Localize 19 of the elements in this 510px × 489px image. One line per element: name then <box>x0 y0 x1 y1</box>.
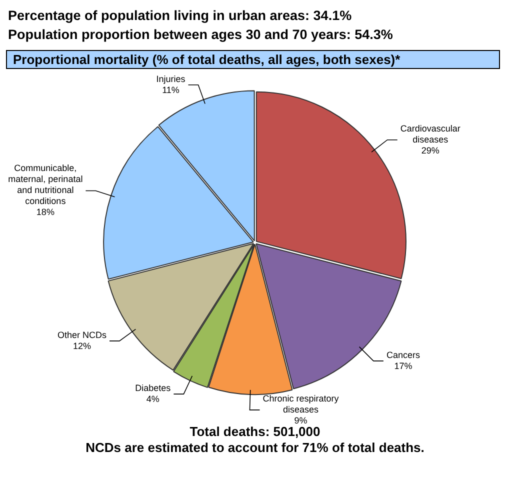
text: Population proportion between ages 30 and 70 years: 54.3% <box>8 26 394 44</box>
data-label: 18% <box>36 207 54 218</box>
slice-label: Diabetes <box>135 383 172 394</box>
slice-label: Cancers <box>386 350 420 360</box>
data-label: 17% <box>394 360 412 371</box>
slice-label: Injuries <box>156 74 186 84</box>
data-label: 12% <box>72 340 91 351</box>
slice-label: Communicable, maternal, perinatal and nutritional conditions <box>8 163 83 206</box>
slice-label: Chronic respiratory diseases <box>262 393 340 414</box>
text: Total deaths: 501,000 <box>188 424 322 440</box>
data-label: 11% <box>162 84 180 95</box>
data-label: 4% <box>146 394 160 404</box>
chart-title: Proportional mortality (% of total deaths, all ages, both sexes)* <box>6 50 500 69</box>
slice-label: Cardiovascular diseases <box>400 123 460 144</box>
text: Percentage of population living in urban areas: 34.1% <box>8 7 353 25</box>
data-label: 9% <box>294 415 308 426</box>
slice-label: Other NCDs <box>57 330 107 340</box>
data-label: 29% <box>421 145 440 156</box>
text: NCDs are estimated to account for 71% of total deaths. <box>84 440 426 456</box>
